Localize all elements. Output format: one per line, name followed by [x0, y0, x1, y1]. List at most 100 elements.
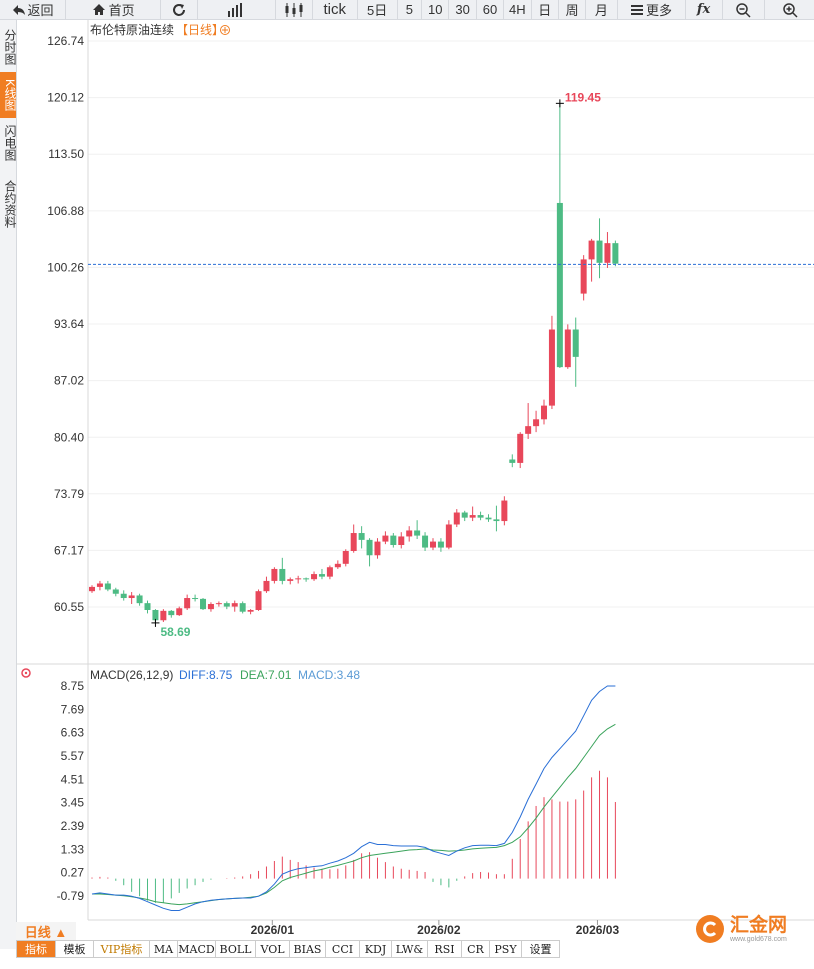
candle-body [533, 419, 540, 427]
candle-style-button[interactable] [276, 0, 313, 19]
candle [350, 524, 357, 553]
tick-button[interactable]: tick [313, 0, 358, 19]
indicator-tab-1[interactable]: 模板 [56, 940, 94, 958]
candle [453, 509, 460, 528]
candle-body [564, 329, 571, 368]
indicator-tab-8[interactable]: CCI [326, 940, 360, 958]
candle-body [255, 591, 262, 610]
indicator-tab-14[interactable]: 设置 [522, 940, 560, 958]
period-day[interactable]: 日 [532, 0, 559, 19]
candle-body [168, 610, 175, 616]
candle [168, 609, 175, 618]
candle [477, 511, 484, 521]
candle [541, 399, 548, 425]
period-60[interactable]: 60 [477, 0, 505, 19]
logo-name: 汇金网 [730, 914, 788, 936]
candle-body [152, 609, 159, 621]
candle-body [541, 405, 548, 420]
zoom-in-button[interactable] [765, 0, 814, 19]
candle-body [184, 598, 191, 609]
period-selector[interactable]: 日线 ▲ [16, 922, 76, 940]
indicator-tab-9[interactable]: KDJ [360, 940, 392, 958]
indicator-tab-13[interactable]: PSY [490, 940, 522, 958]
candle-body [580, 259, 587, 294]
settings-gear-icon[interactable] [21, 668, 31, 678]
period-5d[interactable]: 5日 [358, 0, 398, 19]
back-arrow-icon [12, 4, 25, 15]
period-10[interactable]: 10 [422, 0, 450, 19]
refresh-icon [173, 3, 186, 16]
macd-y-tick: 4.51 [61, 772, 85, 786]
indicator-tab-4[interactable]: MACD [178, 940, 216, 958]
candle [207, 602, 214, 612]
zoom-out-button[interactable] [723, 0, 766, 19]
period-4h[interactable]: 4H [504, 0, 532, 19]
period-5[interactable]: 5 [398, 0, 423, 19]
tab-kline[interactable]: K线图 [0, 72, 17, 118]
candle-body [390, 535, 397, 546]
period-30[interactable]: 30 [449, 0, 477, 19]
candle [596, 218, 603, 279]
price-y-tick: 93.64 [54, 317, 84, 331]
candle [398, 532, 405, 549]
indicator-tab-2[interactable]: VIP指标 [94, 940, 150, 958]
indicator-tab-6[interactable]: VOL [256, 940, 290, 958]
candle [548, 315, 555, 410]
candle-body [303, 578, 310, 580]
menu-icon [631, 4, 644, 15]
home-icon [92, 4, 105, 15]
candle [366, 538, 373, 567]
candle-body [485, 517, 492, 520]
refresh-button[interactable] [161, 0, 199, 19]
diff-line [91, 685, 616, 911]
indicator-tab-10[interactable]: LW& [392, 940, 428, 958]
back-button[interactable]: 返回 [0, 0, 67, 19]
price-y-tick: 60.55 [54, 600, 84, 614]
home-button[interactable]: 首页 [66, 0, 162, 19]
formula-button[interactable]: fx [686, 0, 723, 19]
tab-timeshare-label: 分时图 [3, 29, 17, 65]
tab-timeshare[interactable]: 分时图 [0, 24, 17, 70]
macd-bars [91, 770, 616, 903]
diff-label: DIFF:8.75 [179, 668, 233, 682]
period-week[interactable]: 周 [559, 0, 587, 19]
candle [612, 240, 619, 267]
indicator-tab-0[interactable]: 指标 [16, 940, 56, 958]
dea-line [92, 723, 616, 906]
candle-body [501, 500, 508, 522]
indicator-tab-7[interactable]: BIAS [290, 940, 326, 958]
candle-body [429, 541, 436, 548]
price-y-tick: 120.12 [47, 91, 84, 105]
candle [112, 587, 119, 597]
candle [239, 601, 246, 614]
tab-flash[interactable]: 闪电图 [0, 120, 17, 166]
candle [215, 601, 222, 607]
low-marker [151, 618, 160, 627]
x-ticks: 2026/01 2026/02 2026/03 [251, 920, 619, 937]
candle [525, 403, 532, 439]
indicator-tab-12[interactable]: CR [462, 940, 490, 958]
candle [160, 609, 167, 622]
candle-body [223, 603, 230, 607]
period-month[interactable]: 月 [586, 0, 618, 19]
indicator-tab-5[interactable]: BOLL [216, 940, 256, 958]
indicator-tab-11[interactable]: RSI [428, 940, 462, 958]
candle-body [247, 609, 254, 612]
candle [517, 432, 524, 469]
candle [509, 454, 516, 468]
candle [247, 609, 254, 615]
add-indicator-icon[interactable] [220, 25, 230, 35]
chart-type-button[interactable] [198, 0, 276, 19]
more-button[interactable]: 更多 [618, 0, 686, 19]
candle [176, 606, 183, 616]
candle [533, 410, 540, 433]
candle [263, 576, 270, 593]
kline-chart[interactable]: 布伦特原油连续 【日线】 126.74120.12113.50106.88100… [0, 0, 814, 940]
candle-body [437, 541, 444, 548]
macd-y-tick: 1.33 [61, 842, 85, 856]
indicator-tab-3[interactable]: MA [150, 940, 178, 958]
candle-body [350, 533, 357, 551]
logo-icon [696, 915, 724, 943]
tab-contract-info[interactable]: 合约资料 [0, 174, 17, 234]
candle-body [311, 574, 318, 580]
